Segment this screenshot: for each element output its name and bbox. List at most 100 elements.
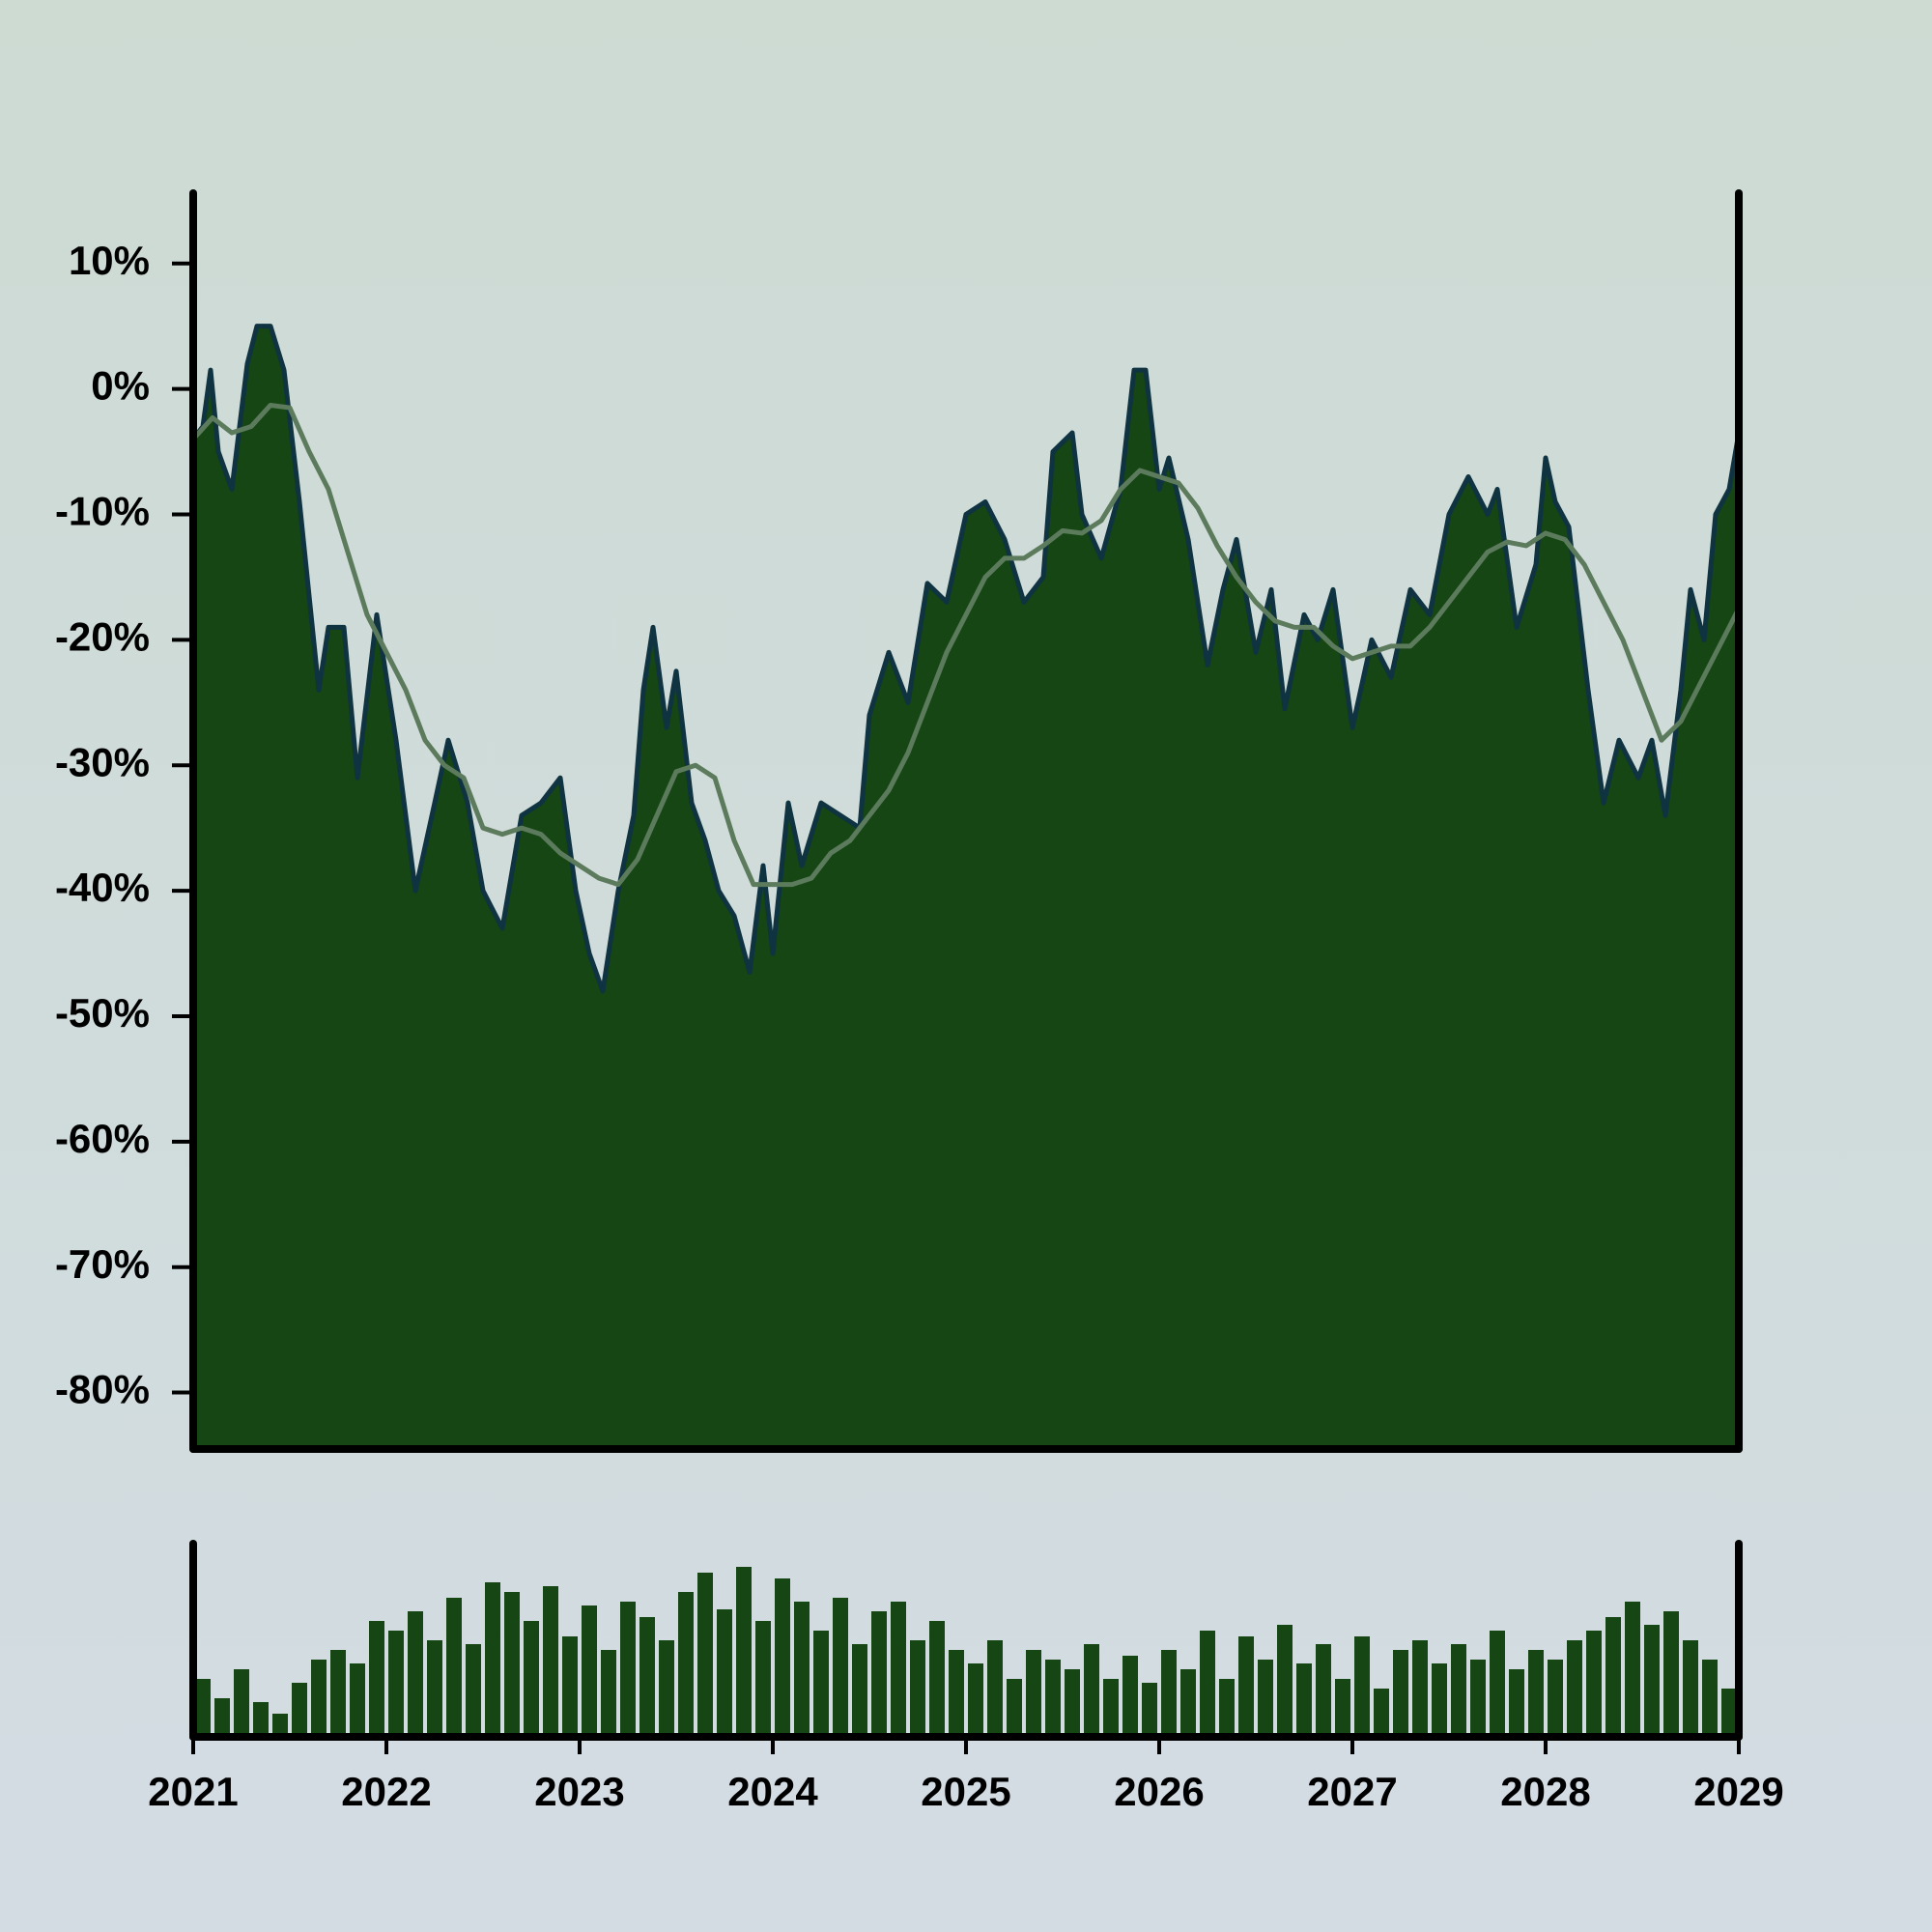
volume-bar: [968, 1663, 983, 1737]
volume-bar: [891, 1602, 906, 1737]
volume-bar: [1026, 1650, 1041, 1737]
y-tick-label: 0%: [91, 363, 150, 409]
volume-bar: [775, 1578, 790, 1737]
volume-bar: [1451, 1644, 1466, 1737]
volume-bar: [214, 1698, 230, 1737]
volume-bar: [659, 1640, 674, 1737]
volume-bar: [253, 1702, 269, 1737]
volume-bar: [543, 1586, 558, 1737]
volume-bar: [1219, 1679, 1235, 1737]
volume-bar: [1277, 1625, 1293, 1737]
volume-bar: [1122, 1656, 1138, 1737]
volume-bar: [1142, 1683, 1157, 1737]
y-tick-label: -60%: [55, 1116, 150, 1161]
volume-bar: [234, 1669, 249, 1737]
volume-bar: [833, 1598, 848, 1737]
volume-bar: [408, 1611, 423, 1737]
volume-bar: [311, 1660, 327, 1737]
volume-bar: [1683, 1640, 1698, 1737]
x-tick-label: 2022: [341, 1769, 431, 1814]
volume-bar: [678, 1592, 694, 1737]
x-tick-label: 2023: [534, 1769, 624, 1814]
x-tick-label: 2024: [727, 1769, 818, 1814]
volume-bar: [1180, 1669, 1196, 1737]
volume-bar: [852, 1644, 867, 1737]
y-tick-label: -40%: [55, 865, 150, 910]
volume-bar: [1567, 1640, 1582, 1737]
volume-bar: [562, 1636, 578, 1737]
volume-bar: [949, 1650, 964, 1737]
volume-bar: [1490, 1631, 1505, 1737]
volume-bar: [330, 1650, 346, 1737]
volume-bar: [1644, 1625, 1660, 1737]
volume-bar: [369, 1621, 384, 1737]
volume-bar: [1316, 1644, 1331, 1737]
x-tick-label: 2025: [921, 1769, 1010, 1814]
volume-bar: [929, 1621, 945, 1737]
volume-bar: [1412, 1640, 1428, 1737]
volume-bar: [1605, 1617, 1621, 1737]
volume-bar: [292, 1683, 307, 1737]
volume-bar: [1509, 1669, 1524, 1737]
volume-bar: [697, 1573, 713, 1737]
volume-bar: [427, 1640, 442, 1737]
volume-bar: [1065, 1669, 1080, 1737]
volume-bar: [717, 1609, 732, 1737]
volume-bar: [504, 1592, 520, 1737]
volume-bar: [1528, 1650, 1544, 1737]
y-tick-label: -20%: [55, 613, 150, 659]
volume-bar: [1084, 1644, 1099, 1737]
y-tick-label: 10%: [69, 238, 150, 283]
volume-bar: [466, 1644, 481, 1737]
volume-bar: [1335, 1679, 1350, 1737]
volume-bar: [620, 1602, 636, 1737]
area: [190, 324, 1742, 1452]
volume-bar: [1200, 1631, 1215, 1737]
volume-bar: [1393, 1650, 1408, 1737]
volume-bar: [871, 1611, 887, 1737]
volume-bar: [485, 1582, 500, 1737]
volume-bar: [388, 1631, 404, 1737]
volume-bar: [1702, 1660, 1718, 1737]
volume-bar: [794, 1602, 810, 1737]
x-tick-label: 2021: [148, 1769, 238, 1814]
volume-bar: [272, 1714, 288, 1737]
volume-bar: [1432, 1663, 1447, 1737]
y-tick-label: -10%: [55, 489, 150, 534]
volume-bar: [1470, 1660, 1486, 1737]
moving-average-line: [191, 402, 1742, 888]
volume-bar: [639, 1617, 655, 1737]
volume-bar: [910, 1640, 925, 1737]
y-tick-label: -50%: [55, 990, 150, 1036]
x-tick-label: 2027: [1307, 1769, 1397, 1814]
volume-bar: [601, 1650, 616, 1737]
volume-bar: [1586, 1631, 1602, 1737]
volume-bar: [813, 1631, 829, 1737]
volume-bar: [1625, 1602, 1640, 1737]
volume-bar: [736, 1567, 752, 1737]
volume-bar: [195, 1679, 211, 1737]
x-tick-label: 2029: [1693, 1769, 1783, 1814]
volume-bar: [1354, 1636, 1370, 1737]
volume-bar: [1103, 1679, 1119, 1737]
volume-bar: [524, 1621, 539, 1737]
volume-bar: [446, 1598, 462, 1737]
volume-bar: [1258, 1660, 1273, 1737]
x-tick-label: 2026: [1114, 1769, 1204, 1814]
volume-bar: [1296, 1663, 1312, 1737]
volume-bar: [1663, 1611, 1679, 1737]
volume-bar: [350, 1663, 365, 1737]
y-tick-label: -30%: [55, 739, 150, 784]
volume-bar: [1161, 1650, 1177, 1737]
x-tick-label: 2028: [1500, 1769, 1590, 1814]
volume-bar: [1238, 1636, 1254, 1737]
volume-bar: [1045, 1660, 1061, 1737]
volume-bar: [755, 1621, 771, 1737]
volume-bar: [582, 1605, 597, 1737]
y-tick-label: -80%: [55, 1367, 150, 1412]
volume-bar: [1007, 1679, 1022, 1737]
volume-bar: [1374, 1689, 1389, 1737]
volume-bar: [987, 1640, 1003, 1737]
